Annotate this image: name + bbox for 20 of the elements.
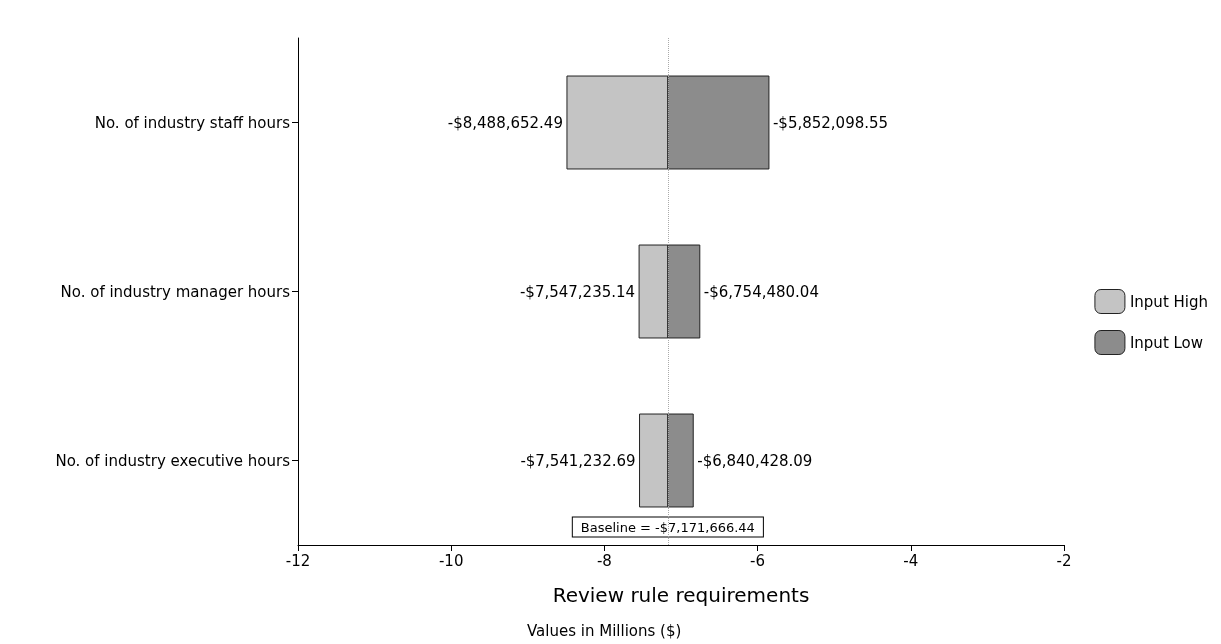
y-tick-label: No. of industry executive hours xyxy=(55,451,291,470)
x-tick-label: -6 xyxy=(750,551,766,570)
x-axis-title: Review rule requirements xyxy=(552,583,810,607)
annotation: -$7,541,232.69 xyxy=(520,451,636,470)
x-tick-label: -8 xyxy=(596,551,612,570)
x-tick-label: -10 xyxy=(438,551,464,570)
x-tick-label: -4 xyxy=(903,551,919,570)
annotation: -$5,852,098.55 xyxy=(772,113,889,132)
annotation: -$8,488,652.49 xyxy=(447,113,563,132)
text: Values in Millions ($) xyxy=(527,621,682,640)
annotation: -$7,547,235.14 xyxy=(519,282,636,301)
legend-label: Input Low xyxy=(1129,333,1204,352)
legend-label: Input High xyxy=(1129,292,1209,311)
annotation: -$6,840,428.09 xyxy=(697,451,813,470)
annotation: -$6,754,480.04 xyxy=(703,282,819,301)
y-tick-label: No. of industry manager hours xyxy=(60,282,291,301)
x-tick-label: -2 xyxy=(1056,551,1072,570)
y-tick-label: No. of industry staff hours xyxy=(94,113,291,132)
ref-line-label: Baseline = -$7,171,666.44 xyxy=(580,519,755,535)
x-tick-label: -12 xyxy=(285,551,311,570)
